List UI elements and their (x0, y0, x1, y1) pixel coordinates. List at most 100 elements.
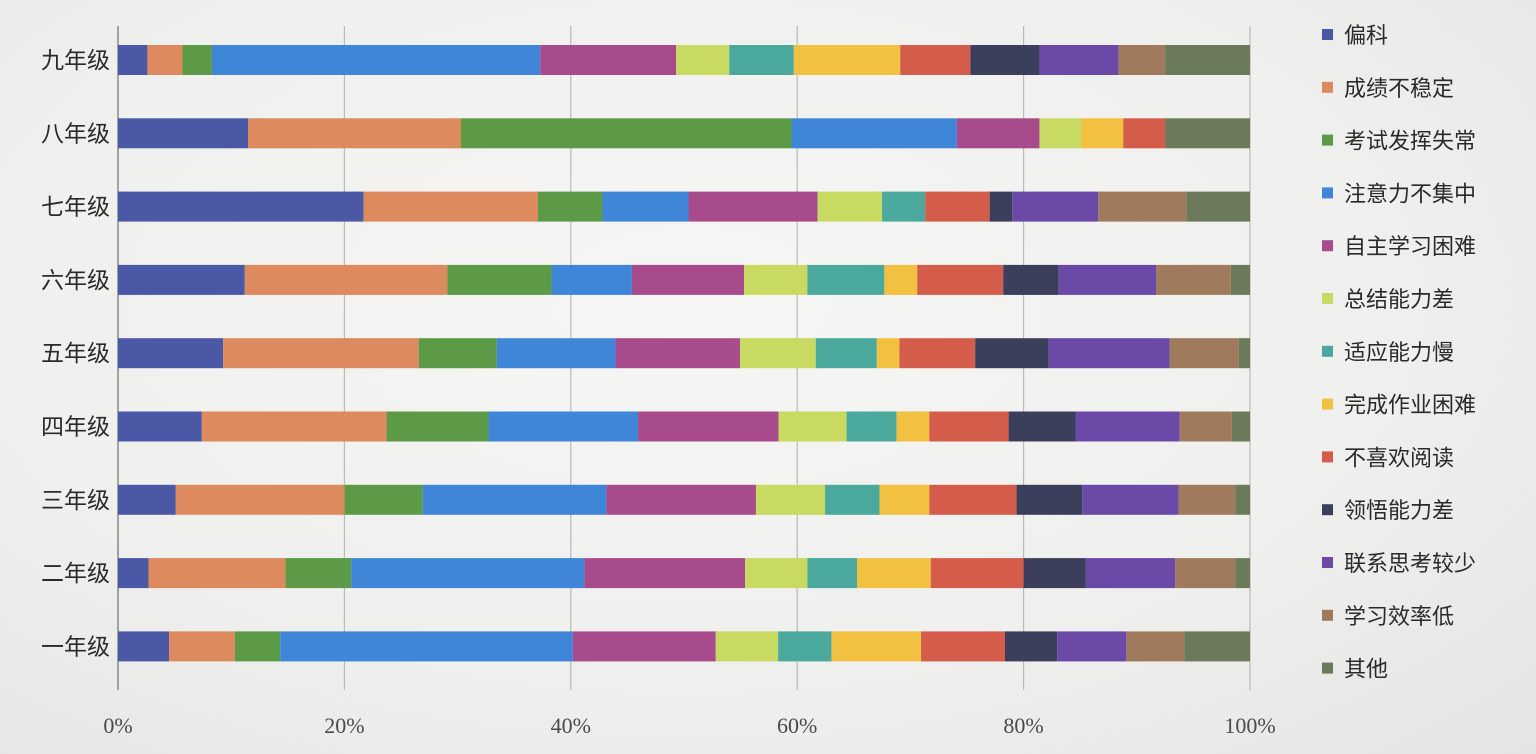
legend-item: 领悟能力差 (1322, 498, 1454, 523)
bar-segment-row2-series4 (791, 118, 957, 149)
legend-item: 偏科 (1322, 23, 1388, 48)
bar-segment-row5-series4 (496, 338, 616, 369)
bar-segment-row2-series6 (1039, 118, 1082, 149)
bar-segment-row4-series3 (447, 264, 552, 295)
bar-segment-row8-series1 (118, 558, 149, 589)
legend-label: 成绩不稳定 (1344, 76, 1454, 101)
legend-swatch (1322, 240, 1333, 252)
bar-segment-row2-series9 (1123, 118, 1166, 149)
bar-segment-row7-series2 (175, 484, 345, 515)
bar-segment-row3-series6 (817, 191, 883, 222)
bar-segment-row5-series11 (1048, 338, 1170, 369)
bar-segment-row9-series7 (778, 631, 832, 662)
bar-segment-row6-series3 (386, 411, 489, 442)
category-label: 七年级 (41, 195, 110, 220)
legend-swatch (1322, 345, 1333, 357)
legend-swatch (1322, 609, 1333, 621)
bar-segment-row1-series10 (970, 45, 1040, 75)
value-axis-tick-labels: 0% 20% 40% 60% 80% 100% (103, 713, 1275, 738)
bar-segment-row6-series8 (896, 411, 930, 442)
bar-segment-row2-series5 (956, 118, 1040, 149)
bar-segment-row7-series10 (1016, 484, 1083, 515)
legend-label: 注意力不集中 (1344, 181, 1476, 206)
bar-segment-row9-series1 (118, 631, 170, 662)
bar-segment-row6-series13 (1231, 411, 1250, 442)
legend-label: 学习效率低 (1344, 604, 1454, 629)
bar-segment-row7-series4 (422, 484, 607, 515)
bar-segment-row4-series13 (1230, 264, 1250, 295)
bar-segment-row6-series1 (118, 411, 202, 442)
legend-item: 学习效率低 (1322, 604, 1454, 629)
x-tick-label: 0% (103, 713, 132, 738)
legend-label: 考试发挥失常 (1344, 129, 1476, 154)
bar-segment-row1-series12 (1118, 45, 1166, 75)
bar-segment-row1-series1 (118, 45, 148, 75)
category-label: 九年级 (41, 48, 110, 73)
bar-segment-row9-series2 (169, 631, 235, 662)
bar-segment-row5-series1 (118, 338, 224, 369)
bar-segment-row1-series2 (147, 45, 183, 75)
bar-segment-row3-series3 (537, 191, 603, 222)
bar-segment-row1-series6 (676, 45, 730, 75)
bar-segment-row7-series13 (1235, 484, 1250, 515)
legend-label: 不喜欢阅读 (1344, 445, 1454, 470)
bar-segment-row4-series6 (744, 264, 808, 295)
bar-segment-row1-series9 (900, 45, 971, 75)
bar-segment-row5-series7 (815, 338, 877, 369)
legend-item: 联系思考较少 (1322, 551, 1476, 576)
legend-item: 不喜欢阅读 (1322, 445, 1454, 470)
legend-swatch (1322, 451, 1333, 463)
legend-label: 自主学习困难 (1344, 234, 1476, 259)
legend-swatch (1322, 134, 1333, 146)
bar-segment-row4-series5 (631, 264, 744, 295)
bar-segment-row9-series5 (572, 631, 716, 662)
legend-swatch (1322, 557, 1333, 568)
bar-segment-row7-series7 (825, 484, 880, 515)
category-label: 二年级 (41, 561, 110, 586)
bar-segment-row9-series9 (921, 631, 1005, 662)
bar-segment-row8-series11 (1085, 558, 1176, 589)
legend-item: 适应能力慢 (1322, 340, 1454, 365)
bar-segment-row8-series6 (745, 558, 808, 589)
legend: 偏科成绩不稳定考试发挥失常注意力不集中自主学习困难总结能力差适应能力慢完成作业困… (1322, 23, 1476, 682)
legend-swatch (1322, 662, 1333, 674)
legend-label: 领悟能力差 (1344, 498, 1454, 523)
bar-segment-row7-series1 (118, 484, 176, 515)
bar-segment-row9-series3 (234, 631, 281, 662)
bar-segment-row1-series11 (1039, 45, 1119, 75)
category-label: 五年级 (41, 341, 110, 366)
bar-segment-row4-series4 (551, 264, 632, 295)
bar-segment-row8-series13 (1235, 558, 1250, 589)
bar-segment-row2-series1 (118, 118, 249, 149)
bar-segment-row1-series3 (182, 45, 212, 75)
bar-segment-row3-series12 (1098, 191, 1187, 222)
bar-segment-row1-series13 (1165, 45, 1250, 75)
bar-segment-row9-series10 (1005, 631, 1058, 662)
bar-segment-row2-series3 (461, 118, 792, 149)
bar-segment-row4-series12 (1156, 264, 1231, 295)
bar-segment-row3-series10 (989, 191, 1013, 222)
bar-segment-row9-series11 (1057, 631, 1127, 662)
bar-segment-row5-series8 (876, 338, 900, 369)
legend-item: 总结能力差 (1322, 287, 1454, 312)
legend-swatch (1322, 29, 1333, 40)
bar-segment-row3-series11 (1012, 191, 1099, 222)
bars (118, 45, 1250, 662)
bar-segment-row4-series10 (1003, 264, 1059, 295)
bar-segment-row9-series12 (1126, 631, 1185, 662)
x-tick-label: 60% (777, 713, 817, 738)
bar-segment-row8-series2 (148, 558, 286, 589)
bar-segment-row9-series8 (831, 631, 922, 662)
bar-segment-row6-series5 (638, 411, 779, 442)
legend-label: 适应能力慢 (1344, 340, 1454, 365)
legend-swatch (1322, 81, 1333, 93)
category-label: 一年级 (41, 634, 110, 659)
bar-segment-row8-series4 (351, 558, 585, 589)
bar-segment-row2-series2 (248, 118, 461, 149)
bar-segment-row9-series4 (280, 631, 573, 662)
bar-segment-row5-series12 (1169, 338, 1239, 369)
legend-label: 总结能力差 (1344, 287, 1454, 312)
category-label: 六年级 (41, 268, 110, 293)
bar-segment-row6-series11 (1075, 411, 1180, 442)
